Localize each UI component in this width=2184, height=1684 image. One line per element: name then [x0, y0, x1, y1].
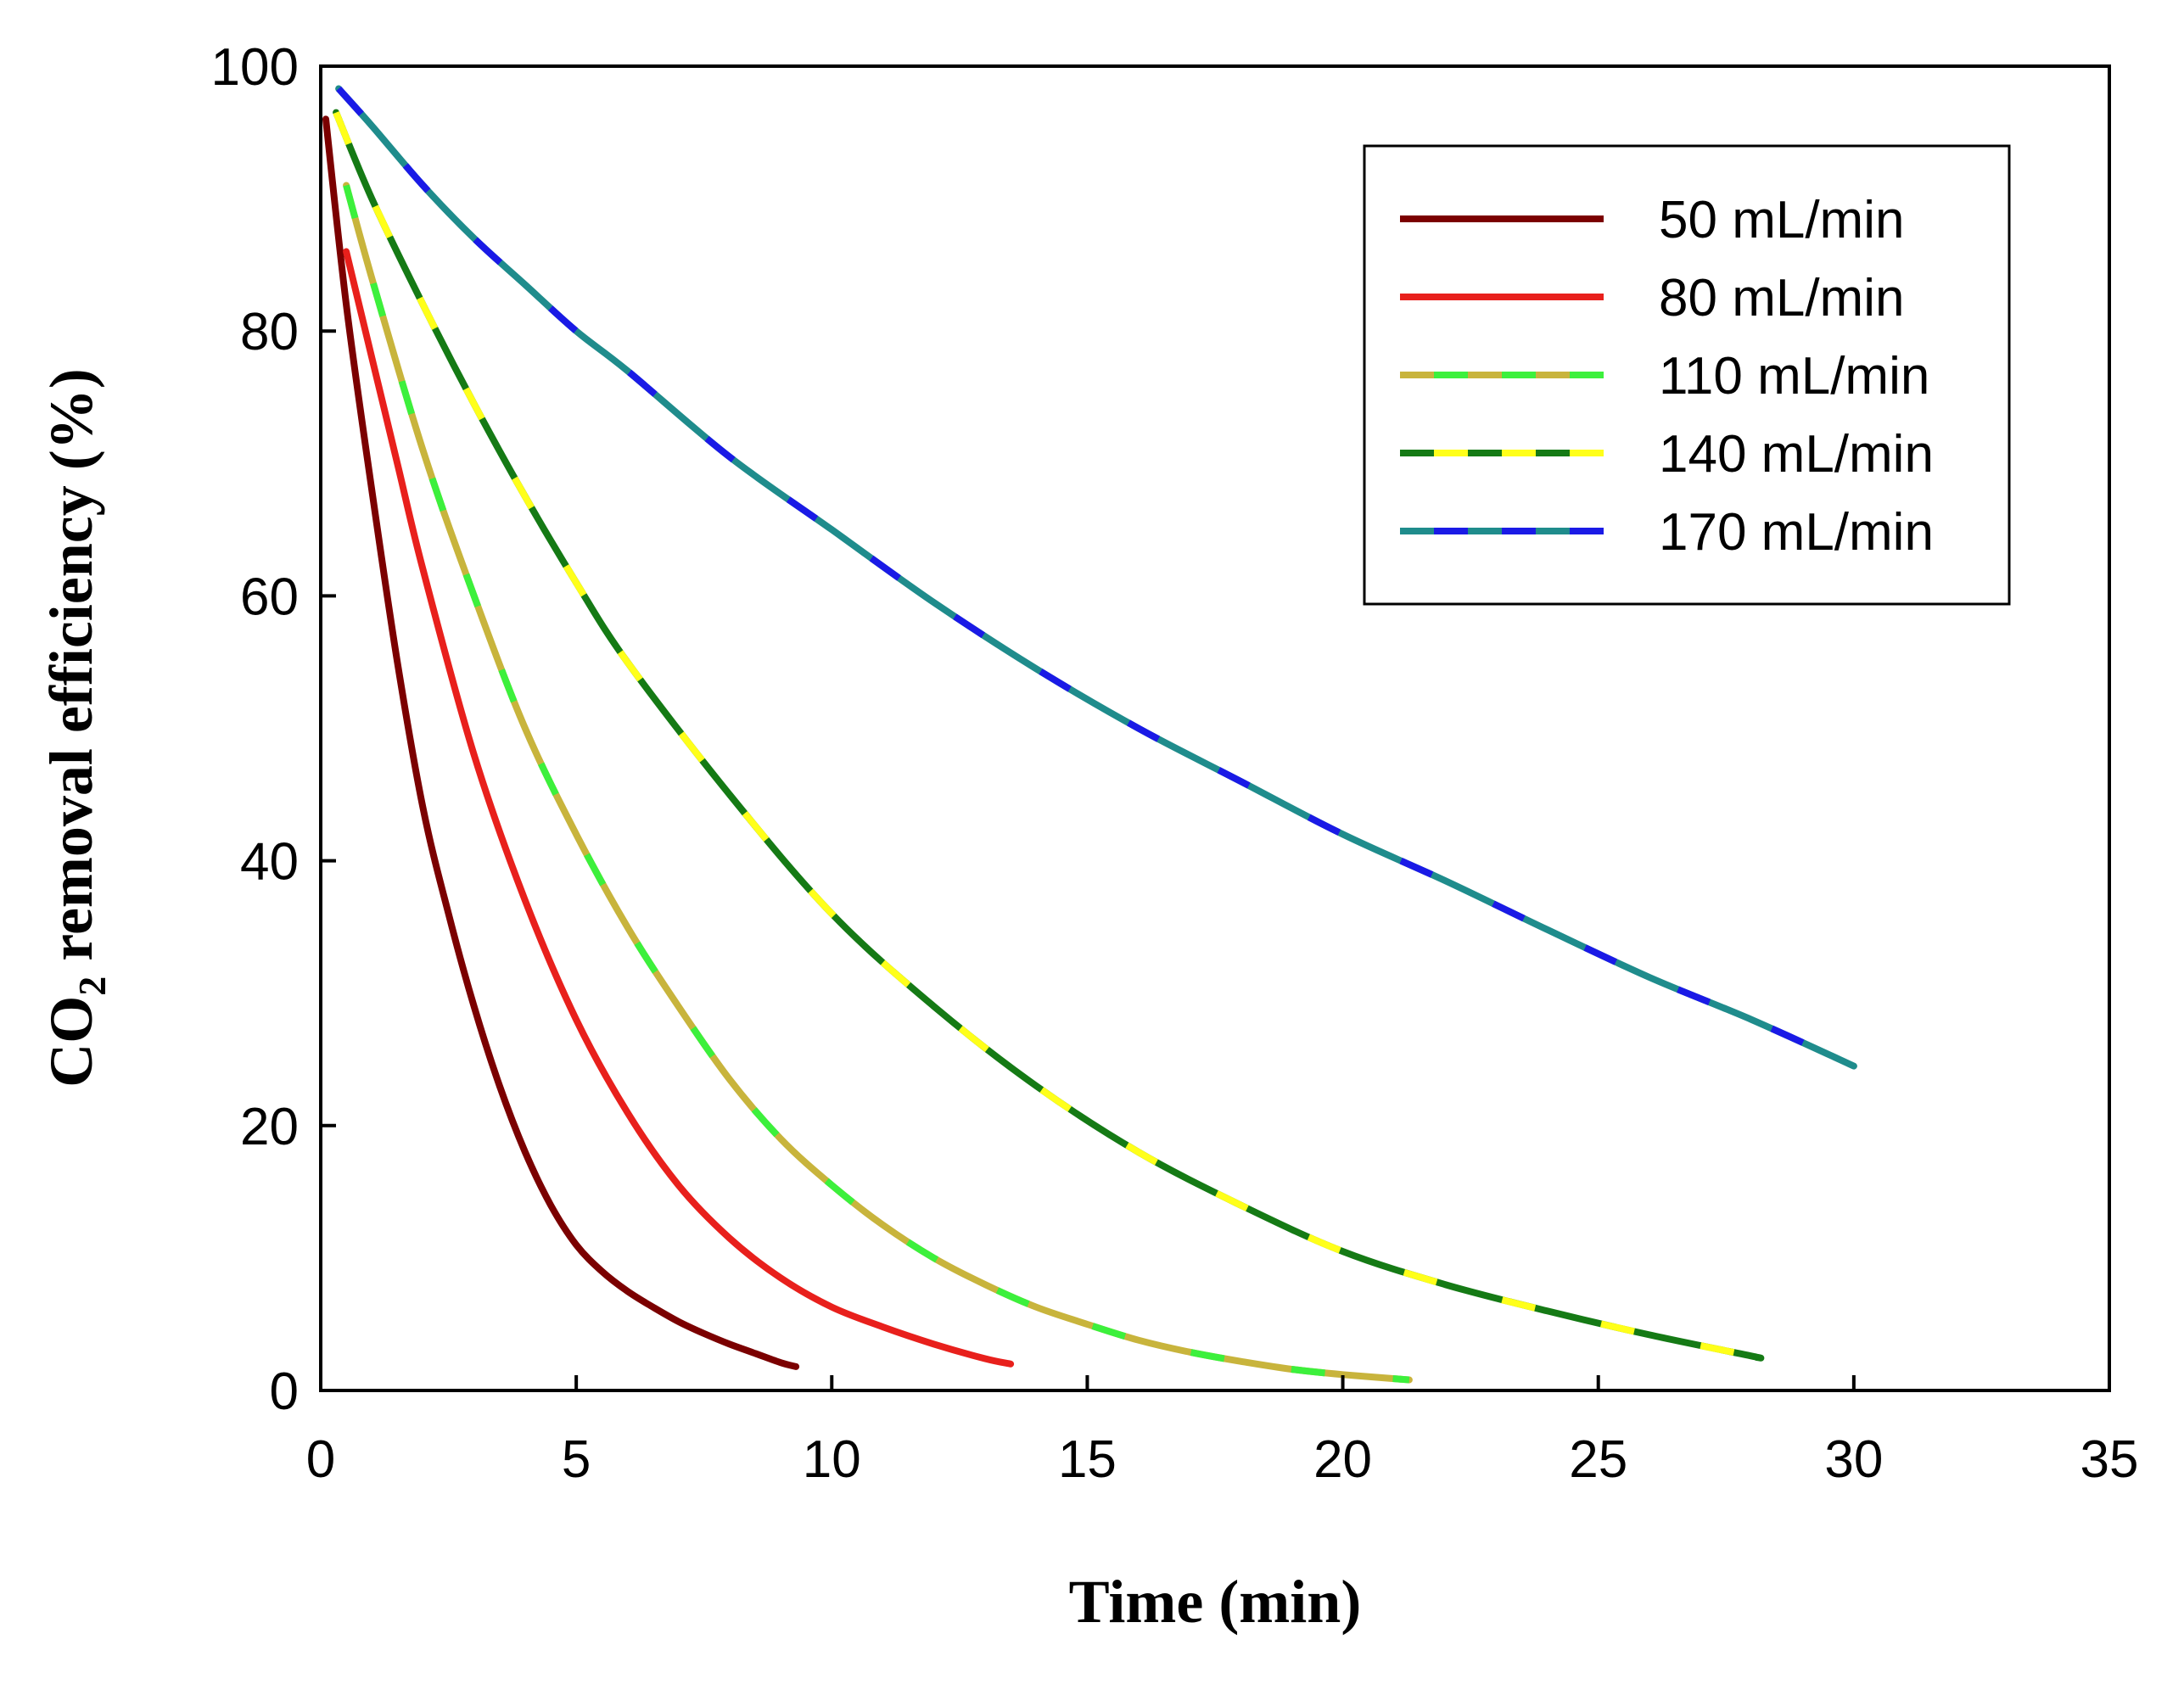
y-axis-title-subscript: 2: [70, 976, 114, 996]
legend-label-80: 80 mL/min: [1659, 269, 1904, 327]
y-axis-title-suffix: removal efficiency (%): [37, 368, 105, 976]
series-line-80: [343, 248, 1015, 1368]
plot-frame: [319, 64, 2111, 1392]
ticks-layer: 0 5 10 15 20 25 30 35 0 20 40 60 80 100: [211, 38, 2139, 1489]
y-tick-label: 0: [270, 1362, 299, 1421]
x-tick-label: 10: [803, 1430, 861, 1489]
x-tick-label: 30: [1824, 1430, 1883, 1489]
y-tick-label: 40: [240, 833, 299, 892]
legend: 50 mL/min 80 mL/min 110 mL/min 140 mL/min 17…: [1363, 144, 2011, 606]
x-tick-label: 35: [2080, 1430, 2139, 1489]
y-tick-label: 80: [240, 303, 299, 361]
series-dash-170: [336, 86, 1856, 1070]
series-line-110: [343, 182, 1413, 1384]
x-tick-label: 15: [1058, 1430, 1117, 1489]
y-axis-title: CO2 removal efficiency (%): [37, 368, 114, 1087]
x-tick-label: 0: [306, 1430, 335, 1489]
legend-label-110: 110 mL/min: [1659, 347, 1929, 406]
x-tick-label: 5: [562, 1430, 591, 1489]
legend-label-50: 50 mL/min: [1659, 191, 1904, 249]
y-axis-title-prefix: CO: [37, 996, 105, 1088]
y-tick-label: 60: [240, 568, 299, 626]
y-tick-label: 20: [240, 1098, 299, 1156]
series-dash-140: [333, 111, 1765, 1362]
series-layer: [322, 85, 1857, 1384]
x-tick-label: 20: [1313, 1430, 1372, 1489]
legend-label-170: 170 mL/min: [1659, 503, 1934, 562]
x-axis-title: Time (min): [1069, 1568, 1362, 1636]
y-tick-label: 100: [211, 38, 299, 97]
series-line-50: [322, 115, 800, 1370]
legend-label-140: 140 mL/min: [1659, 425, 1934, 484]
x-tick-label: 25: [1569, 1430, 1627, 1489]
